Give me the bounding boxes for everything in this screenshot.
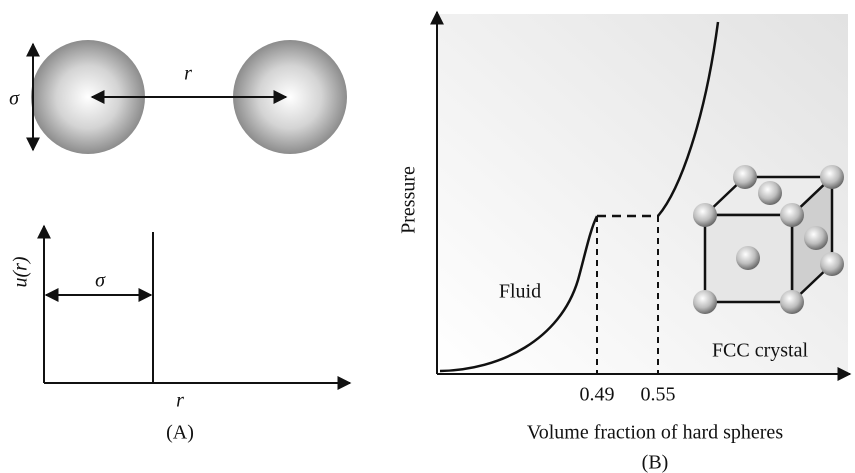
label: σ [95,270,106,292]
axis-label: r [176,390,184,412]
label: FCC crystal [712,340,809,362]
crystal-curve [657,21,720,217]
label: r [184,63,192,85]
axis-label: Volume fraction of hard spheres [527,422,783,444]
panel-a-shapes [26,40,352,390]
caption: (A) [166,422,194,444]
axis-label: u(r) [10,256,32,287]
sphere [31,40,145,154]
tick-label: 0.49 [580,384,615,406]
fluid-curve [439,215,599,373]
fcc-cube [693,165,844,314]
panel-b-shapes [430,10,852,381]
label: Fluid [499,281,541,303]
dashed-line [596,216,659,374]
sphere [233,40,347,154]
tick-label: 0.55 [641,384,676,406]
caption: (B) [642,452,669,473]
label: σ [9,88,20,110]
axis-label: Pressure [398,166,420,234]
